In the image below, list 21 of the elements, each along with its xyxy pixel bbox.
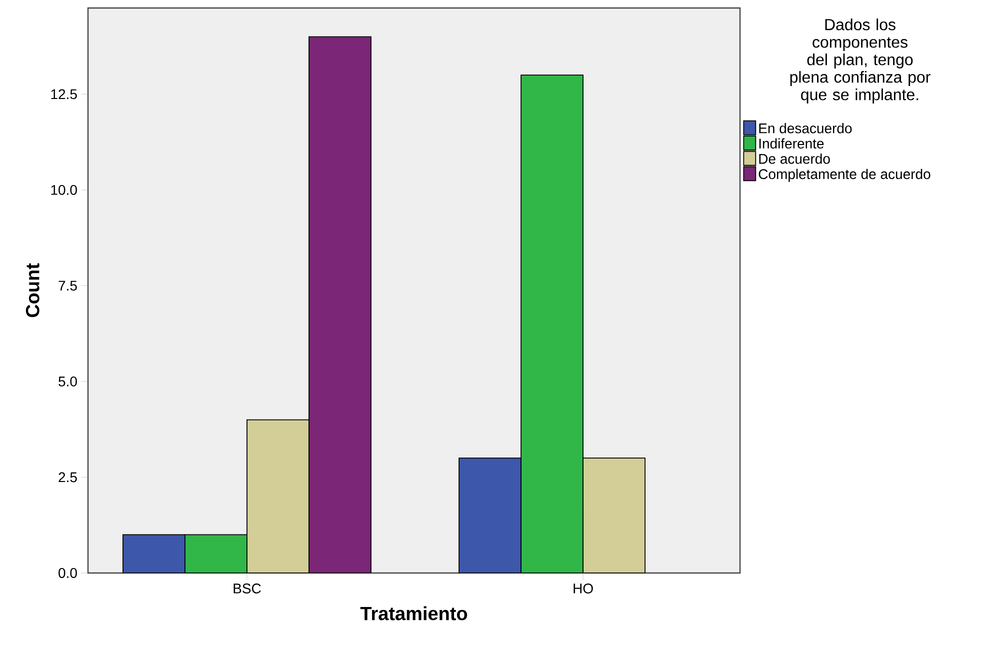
legend-label: Completamente de acuerdo [758, 168, 930, 182]
x-tick-label: BSC [234, 584, 261, 594]
legend-label: En desacuerdo [759, 123, 852, 134]
bar [184, 534, 248, 573]
bar [582, 458, 646, 573]
y-tick-label: 0.0 [58, 568, 77, 578]
legend-label: De acuerdo [759, 154, 830, 164]
bar [520, 74, 584, 573]
y-tick-label: 5.0 [58, 376, 77, 386]
bar [246, 419, 310, 573]
y-axis-title: Count [26, 263, 40, 318]
legend-title: Dados los componentes del plan, tengo plena confianza por que se implante. [790, 18, 930, 104]
bar [122, 534, 186, 573]
y-tick-label: 7.5 [58, 280, 77, 291]
bar [458, 458, 522, 573]
y-tick-label: 10.0 [51, 184, 77, 195]
y-tick-label: 12.5 [51, 89, 77, 100]
legend-label: Indiferente [759, 138, 824, 149]
y-tick-label: 2.5 [58, 472, 77, 482]
x-axis-title: Tratamiento [360, 606, 468, 620]
x-tick-label: HO [574, 584, 593, 594]
